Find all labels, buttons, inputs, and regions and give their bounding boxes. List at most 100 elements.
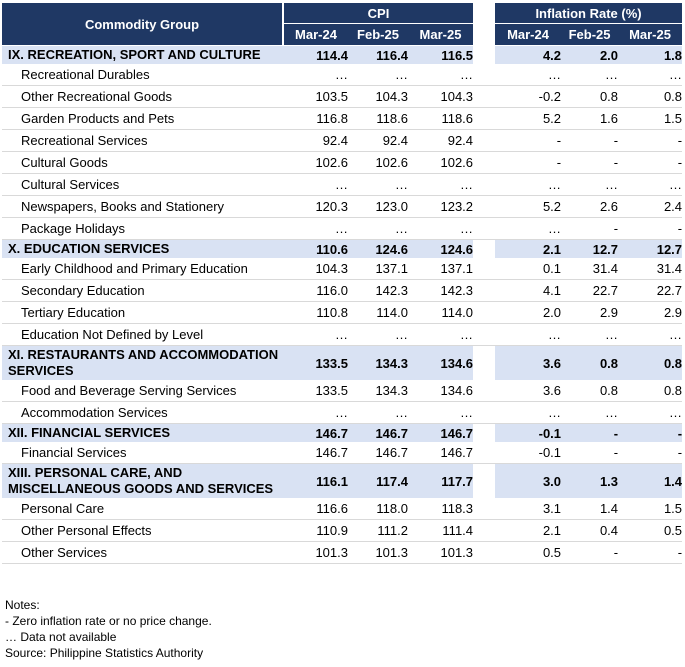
inflation-cell: 0.8: [618, 85, 683, 108]
inflation-cell: 2.6: [561, 195, 619, 218]
header-gap: [473, 3, 496, 46]
sub-group-row: Secondary Education 116.0 142.3 142.3 4.1 22.…: [2, 279, 683, 302]
row-label: Accommodation Services: [2, 401, 283, 424]
cpi-cell: 110.6: [283, 239, 348, 258]
row-label: Financial Services: [2, 442, 283, 464]
cpi-cell: 111.2: [348, 519, 408, 542]
column-spacer: [473, 64, 496, 86]
cpi-cell: 134.3: [348, 345, 408, 380]
column-spacer: [473, 345, 496, 380]
inflation-cell: …: [561, 323, 619, 346]
commodity-group-header: Commodity Group: [2, 3, 284, 46]
column-spacer: [473, 258, 496, 280]
row-label: Personal Care: [2, 498, 283, 520]
infl-col-mar25: Mar-25: [618, 23, 683, 46]
inflation-cell: …: [495, 173, 562, 196]
inflation-cell: …: [495, 217, 562, 240]
inflation-cell: 3.0: [495, 463, 562, 498]
column-spacer: [473, 239, 496, 258]
inflation-cell: 1.4: [618, 463, 683, 498]
inflation-cell: 4.1: [495, 279, 562, 302]
cpi-cell: 142.3: [348, 279, 408, 302]
major-group-row: XI. RESTAURANTS AND ACCOMMODATION SERVIC…: [2, 345, 683, 380]
column-spacer: [473, 301, 496, 324]
cpi-cell: 110.8: [283, 301, 348, 324]
cpi-cell: …: [348, 401, 408, 424]
inflation-cell: …: [618, 401, 683, 424]
inflation-cell: 22.7: [561, 279, 619, 302]
sub-group-row: Food and Beverage Serving Services 133.5 1…: [2, 380, 683, 402]
cpi-cell: 118.3: [408, 498, 474, 520]
inflation-cell: -: [618, 151, 683, 174]
inflation-cell: -0.1: [495, 423, 562, 442]
cpi-cell: 92.4: [408, 129, 474, 152]
cpi-cell: 118.0: [348, 498, 408, 520]
cpi-cell: 116.8: [283, 107, 348, 130]
cpi-cell: 102.6: [348, 151, 408, 174]
cpi-cell: 133.5: [283, 380, 348, 402]
sub-group-row: Education Not Defined by Level………………: [2, 323, 683, 346]
inflation-cell: 3.1: [495, 498, 562, 520]
cpi-cell: 146.7: [348, 442, 408, 464]
inflation-cell: 1.8: [618, 45, 683, 64]
inflation-cell: -: [561, 151, 619, 174]
cpi-cell: 110.9: [283, 519, 348, 542]
cpi-cell: …: [408, 217, 474, 240]
sub-group-row: Other Recreational Goods 103.5 104.3 104.3-…: [2, 85, 683, 108]
cpi-cell: 104.3: [348, 85, 408, 108]
inflation-rate-header: Inflation Rate (%): [495, 3, 683, 24]
cpi-cell: …: [408, 401, 474, 424]
notes-title: Notes:: [5, 598, 40, 612]
inflation-cell: …: [561, 64, 619, 86]
inflation-cell: 2.4: [618, 195, 683, 218]
sub-group-row: Personal Care 116.6 118.0 118.3 3.1 1.4 1.5: [2, 498, 683, 520]
row-label: Other Services: [2, 541, 283, 564]
sub-group-row: Recreational Services 92.4 92.4 92.4- - -: [2, 129, 683, 152]
cpi-cell: …: [283, 173, 348, 196]
cpi-cell: …: [283, 64, 348, 86]
cpi-cell: 116.0: [283, 279, 348, 302]
cpi-cell: 133.5: [283, 345, 348, 380]
inflation-cell: 1.5: [618, 107, 683, 130]
column-spacer: [473, 323, 496, 346]
inflation-cell: 3.6: [495, 345, 562, 380]
column-spacer: [473, 173, 496, 196]
inflation-cell: 2.0: [495, 301, 562, 324]
inflation-cell: 0.5: [618, 519, 683, 542]
column-spacer: [473, 380, 496, 402]
row-label: X. EDUCATION SERVICES: [2, 239, 283, 258]
cpi-cell: …: [283, 217, 348, 240]
column-spacer: [473, 463, 496, 498]
cpi-cell: 146.7: [408, 442, 474, 464]
column-spacer: [473, 129, 496, 152]
sub-group-row: Package Holidays………… - -: [2, 217, 683, 240]
inflation-cell: -: [561, 217, 619, 240]
row-label: Recreational Durables: [2, 64, 283, 86]
cpi-cell: 111.4: [408, 519, 474, 542]
inflation-cell: -: [561, 442, 619, 464]
column-spacer: [473, 498, 496, 520]
inflation-cell: 1.4: [561, 498, 619, 520]
inflation-cell: -: [561, 541, 619, 564]
sub-group-row: Cultural Goods 102.6 102.6 102.6- - -: [2, 151, 683, 174]
inflation-cell: 31.4: [561, 258, 619, 280]
sub-group-row: Accommodation Services………………: [2, 401, 683, 424]
inflation-cell: 2.1: [495, 519, 562, 542]
infl-col-feb25: Feb-25: [561, 23, 619, 46]
inflation-cell: …: [561, 401, 619, 424]
sub-group-row: Newspapers, Books and Stationery 120.3 123…: [2, 195, 683, 218]
inflation-cell: 0.8: [618, 380, 683, 402]
row-label: IX. RECREATION, SPORT AND CULTURE: [2, 45, 283, 64]
cpi-cell: 101.3: [283, 541, 348, 564]
inflation-cell: …: [561, 173, 619, 196]
row-label: Other Personal Effects: [2, 519, 283, 542]
cpi-cell: 104.3: [408, 85, 474, 108]
row-label: Recreational Services: [2, 129, 283, 152]
inflation-cell: -: [618, 442, 683, 464]
cpi-cell: 124.6: [408, 239, 474, 258]
cpi-cell: …: [408, 173, 474, 196]
inflation-cell: 1.3: [561, 463, 619, 498]
inflation-cell: 5.2: [495, 195, 562, 218]
cpi-cell: 101.3: [348, 541, 408, 564]
cpi-cell: 101.3: [408, 541, 474, 564]
